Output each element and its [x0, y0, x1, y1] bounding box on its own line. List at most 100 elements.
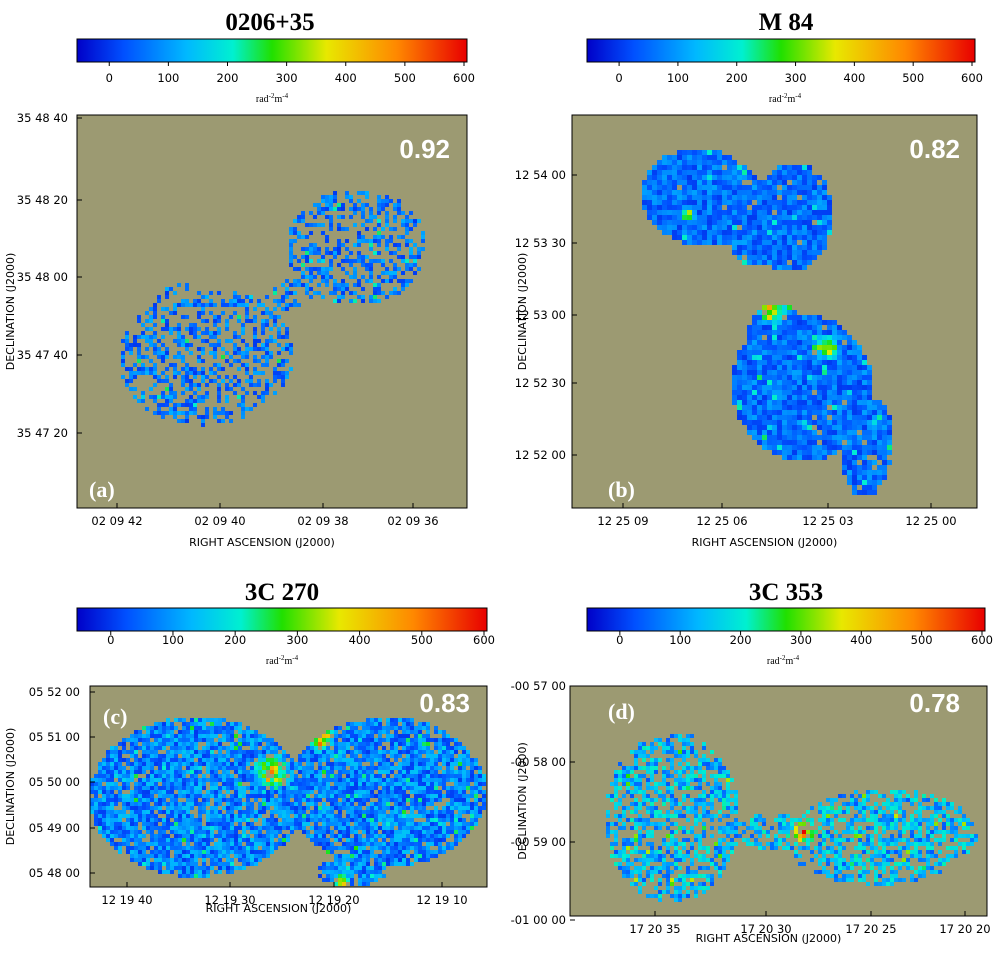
fraction-value: 0.83 [419, 688, 470, 718]
dec-tick-label: 35 47 40 [17, 348, 68, 362]
dec-tick-label: 05 51 00 [29, 730, 80, 744]
ra-tick-label: 17 20 35 [629, 922, 680, 936]
panel-b: M 84 0 100 200 300 400 500 600 rad-2m-4 12 25 09 1… [515, 9, 983, 549]
dec-tick-label: -00 57 00 [511, 679, 566, 693]
x-axis-label: RIGHT ASCENSION (J2000) [692, 536, 838, 549]
panel-letter: (d) [608, 699, 635, 724]
dec-tick-label: 35 47 20 [17, 426, 68, 440]
dec-tick-label: -01 00 00 [511, 913, 566, 927]
dec-tick-label: -00 59 00 [511, 835, 566, 849]
colorbar-tick-label: 0 [615, 71, 622, 85]
colorbar-tick-label: 100 [667, 71, 689, 85]
ra-tick-label: 12 19 20 [308, 893, 359, 907]
dec-tick-label: -00 58 00 [511, 755, 566, 769]
colorbar-tick-label: 400 [843, 71, 865, 85]
colorbar-tick-label: 500 [394, 71, 416, 85]
fraction-value: 0.78 [909, 688, 960, 718]
ra-tick-label: 17 20 25 [845, 922, 896, 936]
dec-tick-label: 12 53 00 [515, 308, 566, 322]
colorbar-tick-label: 600 [971, 633, 993, 647]
ra-tick-label: 12 25 09 [597, 514, 648, 528]
fraction-value: 0.92 [399, 134, 450, 164]
y-axis-label: DECLINATION (J2000) [516, 253, 529, 371]
plot-frame [569, 685, 988, 917]
rm-map [90, 718, 486, 886]
dec-tick-label: 12 52 00 [515, 448, 566, 462]
colorbar-tick-label: 0 [106, 71, 113, 85]
dec-tick-label: 35 48 20 [17, 193, 68, 207]
colorbar-tick-label: 0 [616, 633, 623, 647]
y-axis-label: DECLINATION (J2000) [4, 728, 17, 846]
ra-tick-label: 12 19 40 [101, 893, 152, 907]
colorbar-tick-label: 200 [217, 71, 239, 85]
ra-tick-label: 02 09 40 [194, 514, 245, 528]
colorbar-tick-label: 500 [911, 633, 933, 647]
colorbar-tick-label: 500 [902, 71, 924, 85]
colorbar-tick-label: 300 [286, 633, 308, 647]
colorbar-tick-label: 200 [730, 633, 752, 647]
colorbar-tick-label: 400 [850, 633, 872, 647]
colorbar-tick-label: 300 [790, 633, 812, 647]
ra-tick-label: 12 19 30 [204, 893, 255, 907]
colorbar-tick-label: 400 [335, 71, 357, 85]
dec-tick-label: 12 52 30 [515, 376, 566, 390]
dec-tick-label: 12 53 30 [515, 236, 566, 250]
rm-map [642, 150, 892, 495]
y-axis-label: DECLINATION (J2000) [516, 742, 529, 860]
colorbar-unit: rad-2m-4 [769, 92, 802, 105]
ra-tick-label: 02 09 38 [297, 514, 348, 528]
fraction-value: 0.82 [909, 134, 960, 164]
ra-tick-label: 12 25 03 [802, 514, 853, 528]
dec-tick-label: 05 49 00 [29, 821, 80, 835]
dec-tick-label: 05 48 00 [29, 866, 80, 880]
rm-map [121, 191, 425, 427]
ra-tick-label: 17 20 20 [939, 922, 990, 936]
colorbar-tick-label: 100 [669, 633, 691, 647]
colorbar-tick-label: 200 [726, 71, 748, 85]
ra-tick-label: 12 25 00 [905, 514, 956, 528]
colorbar-unit: rad-2m-4 [256, 92, 289, 105]
colorbar [586, 38, 976, 63]
ra-tick-label: 02 09 42 [91, 514, 142, 528]
x-axis-label: RIGHT ASCENSION (J2000) [696, 932, 842, 945]
ra-tick-label: 02 09 36 [387, 514, 438, 528]
colorbar-tick-label: 100 [162, 633, 184, 647]
dec-tick-label: 05 52 00 [29, 685, 80, 699]
panel-letter: (a) [89, 477, 115, 502]
ra-tick-label: 12 19 10 [416, 893, 467, 907]
panel-title: M 84 [759, 9, 814, 36]
colorbar [586, 607, 986, 632]
x-axis-label: RIGHT ASCENSION (J2000) [189, 536, 335, 549]
panel-c: 3C 270 0 100 200 300 400 500 600 rad-2m-4 12 19 4… [4, 579, 495, 915]
x-axis-label: RIGHT ASCENSION (J2000) [206, 902, 352, 915]
y-axis-label: DECLINATION (J2000) [4, 253, 17, 371]
colorbar-tick-label: 300 [785, 71, 807, 85]
plot-frame [76, 114, 468, 509]
panel-d: 3C 353 0 100 200 300 400 500 600 rad-2m-4 17 20 3… [511, 579, 993, 945]
dec-tick-label: 12 54 00 [515, 168, 566, 182]
ra-tick-label: 17 20 30 [740, 922, 791, 936]
dec-tick-label: 35 48 40 [17, 111, 68, 125]
colorbar-tick-label: 600 [453, 71, 475, 85]
colorbar-tick-label: 0 [107, 633, 114, 647]
panel-a: 0206+35 0 100 200 300 400 500 600 rad-2m-4 02 09 … [4, 9, 475, 549]
panel-title: 3C 353 [749, 579, 823, 606]
panel-title: 3C 270 [245, 579, 319, 606]
colorbar-tick-label: 200 [224, 633, 246, 647]
dec-tick-label: 05 50 00 [29, 775, 80, 789]
colorbar-unit: rad-2m-4 [266, 654, 299, 667]
colorbar-tick-label: 400 [349, 633, 371, 647]
colorbar-tick-label: 600 [473, 633, 495, 647]
colorbar [76, 607, 488, 632]
colorbar-tick-label: 300 [276, 71, 298, 85]
colorbar-tick-label: 100 [157, 71, 179, 85]
dec-tick-label: 35 48 00 [17, 270, 68, 284]
colorbar [76, 38, 468, 63]
colorbar-tick-label: 600 [961, 71, 983, 85]
panel-letter: (c) [103, 704, 127, 729]
colorbar-tick-label: 500 [411, 633, 433, 647]
panel-title: 0206+35 [225, 9, 314, 36]
plot-frame [89, 685, 488, 888]
colorbar-unit: rad-2m-4 [767, 654, 800, 667]
